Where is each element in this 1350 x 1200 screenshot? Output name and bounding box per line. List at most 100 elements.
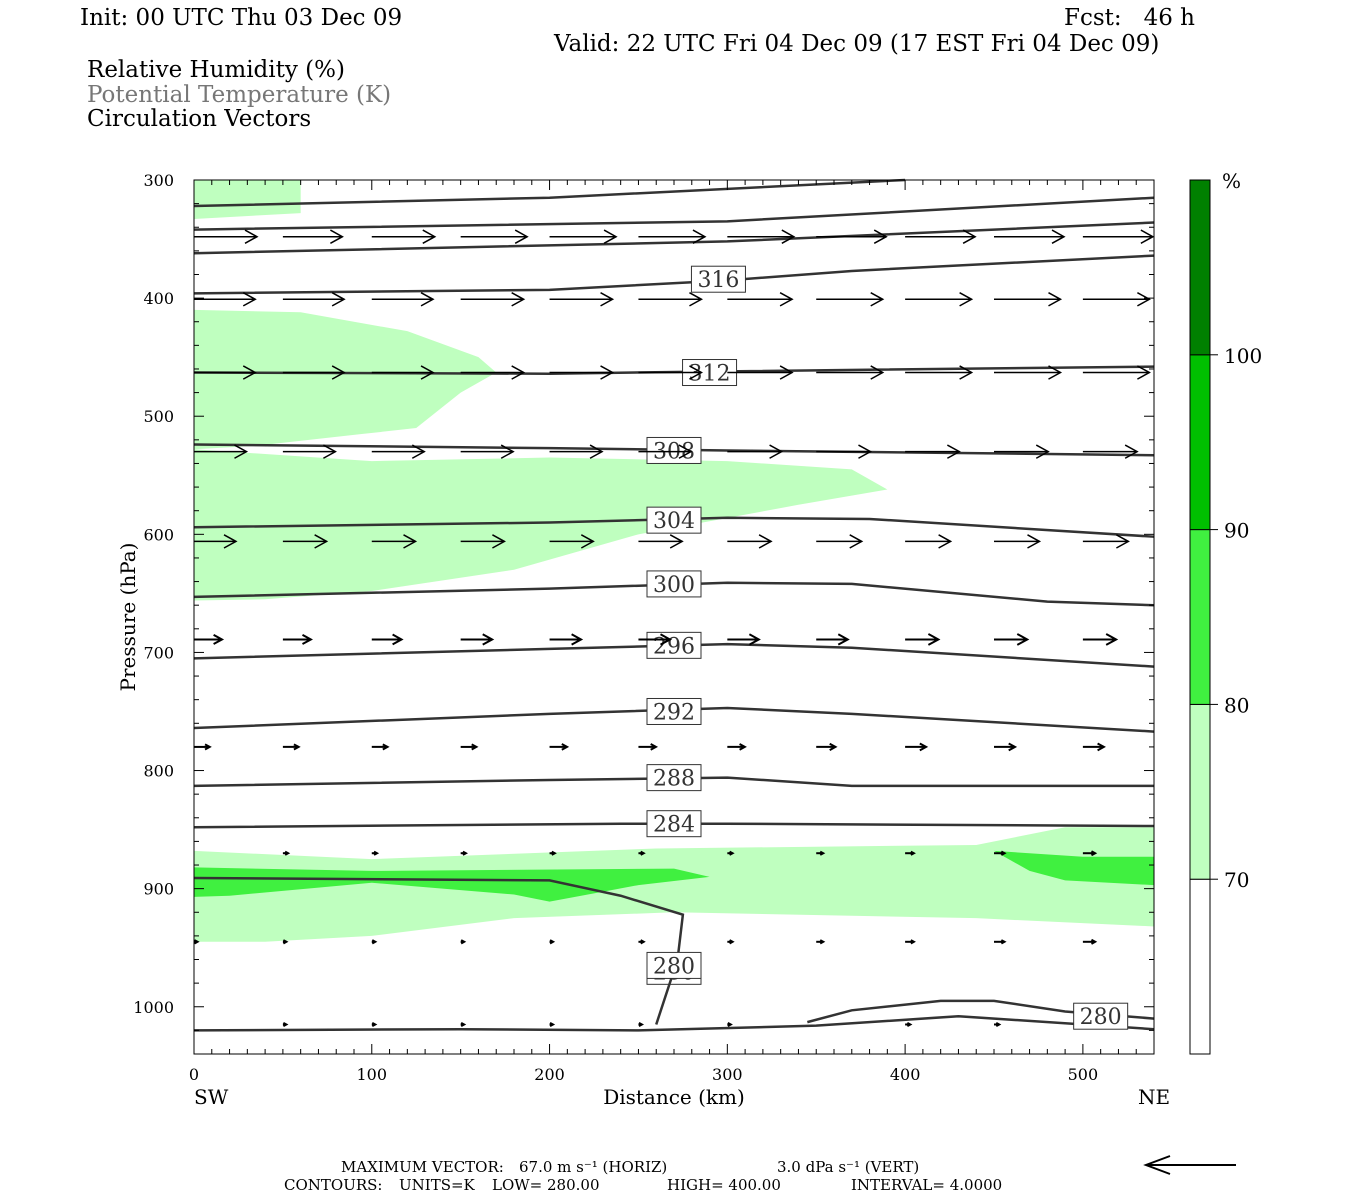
- theta-contour-300-7: [193, 581, 1155, 607]
- theta-label: 316: [697, 268, 739, 293]
- vector-arrow-head: [411, 444, 426, 459]
- vector-arrow-head: [471, 743, 479, 751]
- vector-arrow-head: [758, 534, 773, 549]
- vector-arrow-head: [910, 939, 916, 945]
- vector-arrow-head: [829, 742, 838, 751]
- vector-arrow-head: [511, 292, 526, 307]
- vector-arrow-head: [858, 444, 873, 459]
- theta-contour-280-0: [193, 1014, 1155, 1032]
- theta-contours: 280280280284288292296300304308312316: [193, 178, 1155, 1032]
- x-tick-label: 300: [712, 1065, 743, 1084]
- vector-arrow-head: [549, 1021, 556, 1027]
- theta-label: 280: [1080, 1005, 1122, 1030]
- vector-arrow-head: [293, 743, 301, 751]
- theta-label: 280: [653, 954, 695, 979]
- vector-arrow-head: [323, 444, 337, 459]
- vector-arrow-head: [500, 444, 515, 459]
- vector-arrow-head: [1137, 292, 1151, 307]
- vector-arrow-head: [314, 534, 329, 549]
- vector-arrow-head: [561, 743, 570, 751]
- x-tick-label: 0: [189, 1065, 199, 1084]
- vector-arrow-head: [589, 444, 604, 459]
- vector-arrow-head: [282, 939, 289, 945]
- rh-area-80-90-5: [994, 850, 1154, 886]
- vector-arrow-head: [330, 229, 344, 244]
- sw-label: SW: [194, 1085, 229, 1109]
- vector-arrow-head: [213, 633, 225, 645]
- x-tick-label: 500: [1068, 1065, 1099, 1084]
- theta-label-box: [1073, 1002, 1129, 1030]
- vector-arrow-head: [678, 444, 693, 459]
- ne-label: NE: [1138, 1085, 1170, 1109]
- vector-arrow-head: [1140, 229, 1155, 244]
- axis-tick-labels: 0 100 200 300 400 500 300 400 500 600 700 800 900 100…: [133, 171, 1098, 1084]
- theta-label-box: [646, 951, 702, 979]
- x-tick-label: 200: [534, 1065, 565, 1084]
- vector-arrow-head: [640, 850, 646, 856]
- theta-label-box: [646, 506, 702, 534]
- vector-arrow-head: [638, 1021, 645, 1027]
- colorbar-level-label: 100: [1224, 344, 1262, 368]
- theta-contour-unlabeled-13: [193, 196, 1155, 231]
- y-tick-label: 600: [143, 525, 174, 544]
- theta-label-box: [646, 436, 702, 464]
- theta-label: 284: [653, 813, 695, 838]
- vector-arrow-head: [204, 743, 212, 751]
- vector-arrow-head: [242, 292, 257, 307]
- max-vector-horiz: 67.0 m s⁻¹ (HORIZ): [519, 1158, 667, 1176]
- y-axis-title: Pressure (hPa): [116, 543, 140, 692]
- theta-label: 304: [653, 509, 695, 534]
- vector-arrow-head: [373, 850, 380, 856]
- vector-arrow-head: [1097, 742, 1106, 752]
- theta-label-box: [646, 697, 702, 725]
- vector-arrow-head: [660, 633, 673, 646]
- vector-arrow-head: [870, 365, 885, 380]
- vector-arrow-head: [870, 292, 885, 307]
- vector-arrow-head: [460, 1021, 467, 1027]
- vector-arrow-head: [748, 633, 761, 646]
- vector-arrow-head: [580, 534, 595, 549]
- vector-arrow-head: [1000, 939, 1007, 945]
- theta-label: 296: [653, 634, 695, 659]
- vector-arrow-head: [650, 743, 659, 751]
- vector-arrow-head: [779, 292, 794, 307]
- vector-arrow-head: [1048, 365, 1063, 380]
- rh-area-80-90-4: [194, 867, 710, 902]
- vector-arrow-head: [779, 365, 794, 380]
- vector-arrow-head: [571, 633, 584, 646]
- vector-arrow-head: [382, 743, 390, 751]
- vector-arrow-head: [640, 939, 646, 945]
- vector-arrow-head: [331, 292, 346, 307]
- vector-arrow-head: [284, 850, 291, 856]
- vector-arrow-head: [234, 444, 249, 459]
- vector-arrow-head: [938, 534, 953, 549]
- colorbar: 70 80 90 100: [1189, 179, 1262, 1055]
- axis-ticks: [193, 179, 1155, 1055]
- theta-contour-unlabeled-12: [193, 221, 1155, 255]
- vector-arrow-head: [959, 292, 974, 307]
- y-tick-label: 800: [143, 762, 174, 781]
- vector-arrow-head: [1035, 444, 1050, 459]
- y-tick-label: 1000: [133, 998, 174, 1017]
- theta-contour-308-9: [193, 443, 1155, 457]
- colorbar-segment: [1189, 703, 1211, 880]
- vector-arrow-head: [242, 365, 257, 380]
- x-axis-title: Distance (km): [603, 1085, 745, 1109]
- legend-relative-humidity: Relative Humidity (%): [87, 57, 345, 83]
- vector-arrow-head: [244, 229, 259, 244]
- contours-units: UNITS=K: [399, 1176, 476, 1194]
- theta-contour-292-5: [193, 706, 1155, 733]
- y-tick-label: 700: [143, 643, 174, 662]
- vector-arrow-head: [819, 850, 826, 856]
- theta-label: 288: [653, 767, 695, 792]
- theta-contour-unlabeled-14: [193, 178, 906, 208]
- vector-arrow-head: [819, 939, 826, 945]
- vector-arrow-head: [331, 365, 346, 380]
- vector-arrow-head: [849, 534, 864, 549]
- vector-arrow-head: [600, 292, 615, 307]
- vector-arrow-head: [1016, 633, 1030, 646]
- theta-contour-304-8: [193, 516, 1155, 538]
- vector-arrow-head: [1124, 444, 1139, 459]
- theta-label-box: [646, 570, 702, 598]
- vector-arrow-head: [514, 229, 529, 244]
